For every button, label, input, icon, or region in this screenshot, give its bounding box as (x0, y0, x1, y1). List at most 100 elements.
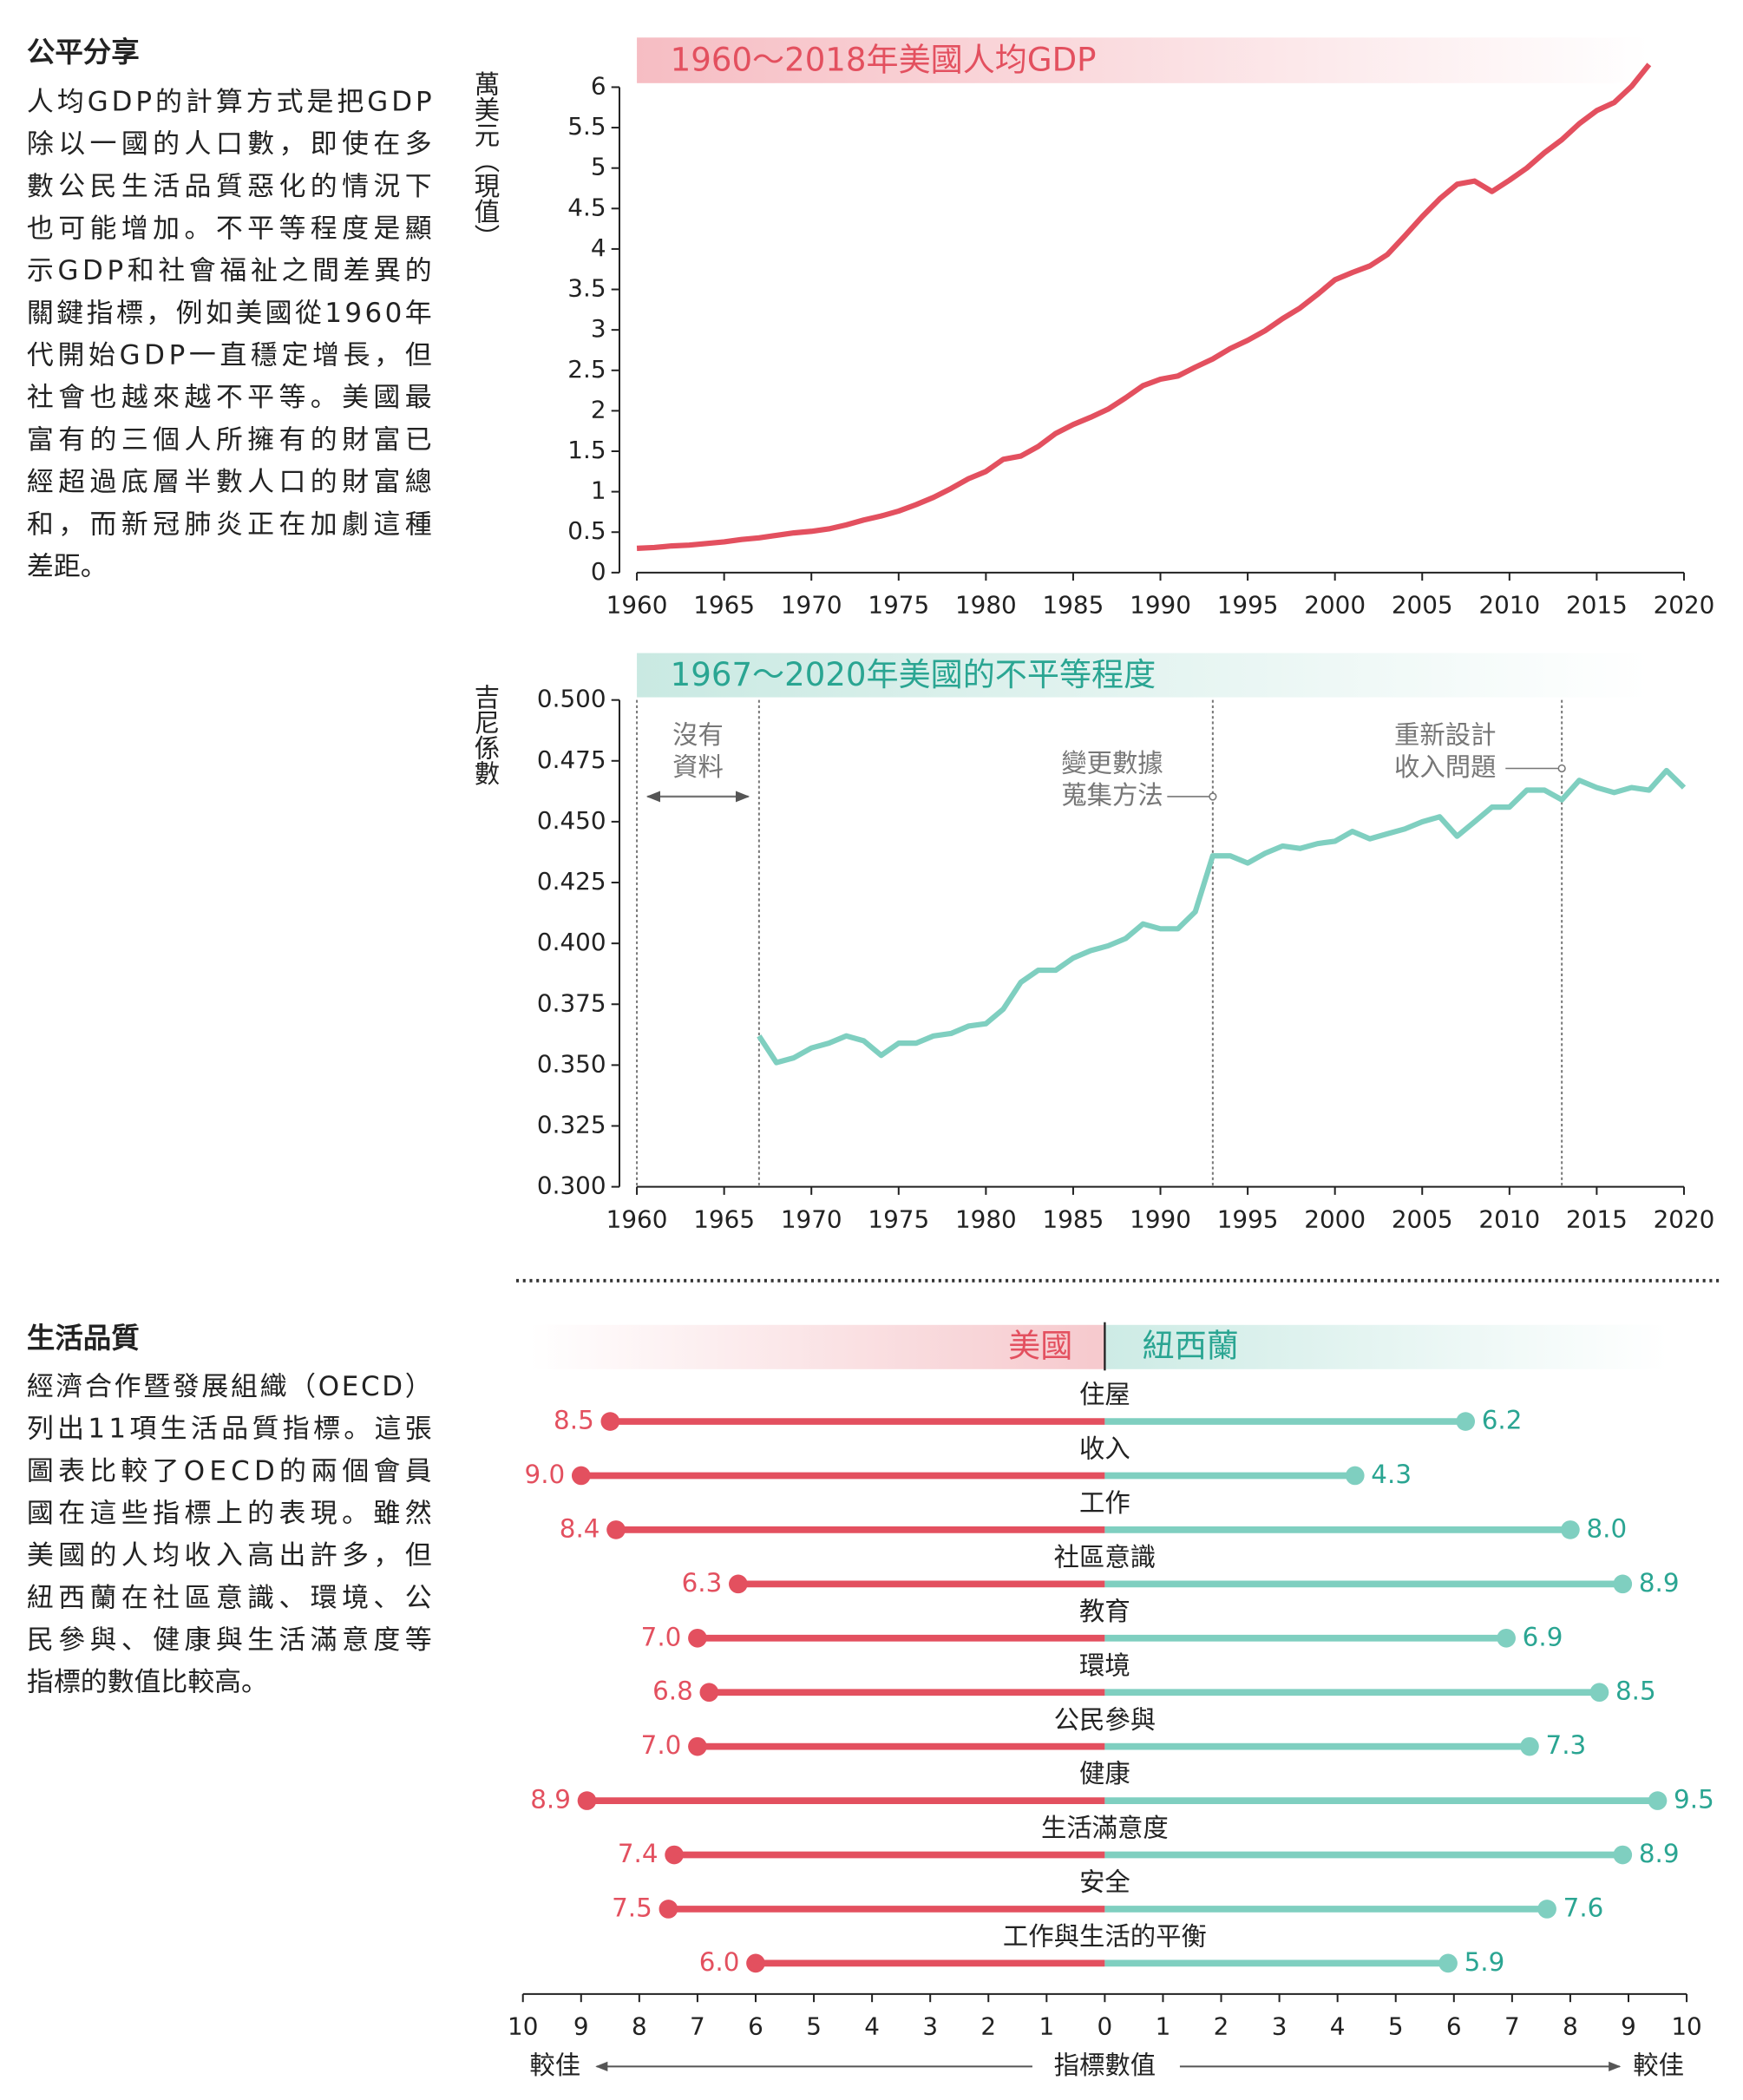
body-line: 指標的數值比較高。 (27, 1667, 268, 1698)
y-tick-label: 3.5 (567, 274, 606, 303)
category-label: 收入 (1079, 1434, 1130, 1464)
body-line: 也可能增加。不平等程度是顯 (27, 213, 432, 245)
y-axis-label: 吉尼係數 (470, 684, 500, 786)
legend-label: 美國 (1008, 1328, 1072, 1365)
x-tick-label: 9 (573, 2012, 589, 2041)
x-tick-label: 2020 (1654, 590, 1715, 619)
x-tick-label: 2005 (1392, 590, 1453, 619)
legend-label: 紐西蘭 (1143, 1328, 1239, 1365)
dumbbell-dot (1497, 1628, 1516, 1648)
category-label: 住屋 (1079, 1380, 1130, 1409)
y-tick-label: 5 (591, 153, 606, 181)
x-tick-label: 1975 (868, 1204, 929, 1233)
value-label: 4.3 (1371, 1460, 1412, 1489)
x-tick-label: 3 (1272, 2012, 1288, 2041)
title-band (637, 653, 1649, 698)
y-tick-label: 0 (591, 557, 606, 586)
section-title: 生活品質 (27, 1322, 140, 1355)
x-tick-label: 0 (1098, 2012, 1113, 2041)
x-tick-label: 1960 (606, 590, 668, 619)
leader-dot (1209, 792, 1217, 801)
y-tick-label: 2 (591, 395, 606, 423)
dumbbell-dot (688, 1736, 707, 1756)
y-tick-label: 3 (591, 314, 606, 343)
line (636, 62, 1652, 551)
x-tick-label: 8 (632, 2012, 647, 2041)
x-tick-label: 1965 (693, 1204, 755, 1233)
x-tick-label: 7 (1504, 2012, 1520, 2041)
x-tick-label: 2000 (1304, 590, 1366, 619)
dumbbell-dot (1561, 1520, 1580, 1539)
x-tick-label: 6 (1446, 2012, 1462, 2041)
value-label: 9.5 (1674, 1785, 1714, 1815)
better-label: 較佳 (529, 2051, 580, 2080)
body-line: 差距。 (27, 551, 108, 582)
x-tick-label: 1 (1156, 2012, 1171, 2041)
x-tick-label: 2005 (1392, 1204, 1453, 1233)
category-label: 公民參與 (1054, 1705, 1156, 1735)
dumbbell-dot (577, 1791, 597, 1810)
value-label: 5.9 (1465, 1947, 1505, 1977)
annotation: 資料 (672, 752, 724, 782)
dumbbell-dot (1648, 1791, 1668, 1810)
body-line: 人均GDP的計算方式是把GDP (27, 86, 432, 117)
annotation: 收入問題 (1394, 752, 1496, 782)
x-tick-label: 1990 (1130, 590, 1191, 619)
body-line: 除以一國的人口數，即使在多 (27, 128, 432, 160)
body-line: 代開始GDP一直穩定增長，但 (27, 340, 432, 371)
y-tick-label: 0.375 (537, 988, 606, 1017)
value-label: 7.0 (641, 1730, 682, 1760)
body-line: 民參與、健康與生活滿意度等 (27, 1624, 432, 1656)
value-label: 7.5 (612, 1893, 652, 1922)
line (757, 767, 1687, 1066)
annotation: 沒有 (672, 720, 724, 750)
body-line: 經超過底層半數人口的財富總 (27, 467, 432, 498)
body-line: 關鍵指標，例如美國從1960年 (27, 298, 432, 329)
y-tick-label: 4 (591, 233, 606, 262)
x-axis-label: 指標數值 (1054, 2051, 1156, 2080)
y-tick-label: 0.400 (537, 928, 606, 956)
x-tick-label: 9 (1621, 2012, 1636, 2041)
x-tick-label: 2015 (1566, 1204, 1628, 1233)
value-label: 6.9 (1523, 1622, 1563, 1651)
value-label: 8.9 (1639, 1568, 1680, 1598)
leader-dot (1557, 764, 1566, 773)
x-tick-label: 1995 (1217, 1204, 1279, 1233)
value-label: 7.0 (641, 1622, 682, 1651)
y-tick-label: 0.425 (537, 867, 606, 896)
value-label: 8.9 (1639, 1839, 1680, 1868)
dumbbell-dot (746, 1953, 765, 1973)
y-tick-label: 0.475 (537, 745, 606, 774)
dumbbell-dot (600, 1412, 620, 1431)
y-tick-label: 0.450 (537, 806, 606, 835)
dumbbell-dot (571, 1466, 591, 1486)
value-label: 8.5 (554, 1406, 594, 1435)
value-label: 8.5 (1615, 1677, 1656, 1706)
y-axis-label: 萬美元（現值） (470, 71, 500, 250)
category-label: 教育 (1079, 1597, 1130, 1626)
body-line: 圖表比較了OECD的兩個會員 (27, 1455, 432, 1486)
x-tick-label: 5 (806, 2012, 822, 2041)
x-tick-label: 2000 (1304, 1204, 1366, 1233)
value-label: 6.3 (682, 1568, 723, 1598)
dumbbell-dot (1537, 1900, 1556, 1919)
body-line: 國在這些指標上的表現。雖然 (27, 1498, 432, 1529)
x-tick-label: 2 (980, 2012, 996, 2041)
dumbbell-dot (665, 1845, 684, 1865)
x-tick-label: 10 (1671, 2012, 1701, 2041)
header-band (529, 1324, 1105, 1369)
dumbbell-dot (699, 1683, 719, 1703)
body-line: 經濟合作暨發展組織（OECD） (27, 1371, 432, 1402)
x-tick-label: 1980 (955, 1204, 1017, 1233)
dumbbell-dot (1613, 1845, 1633, 1865)
x-tick-label: 2 (1214, 2012, 1229, 2041)
y-tick-label: 4.5 (567, 193, 606, 221)
category-label: 工作與生活的平衡 (1003, 1922, 1207, 1952)
section-title: 公平分享 (27, 36, 140, 69)
x-tick-label: 2015 (1566, 590, 1628, 619)
category-label: 環境 (1079, 1650, 1130, 1680)
y-tick-label: 5.5 (567, 112, 606, 141)
body-line: 美國的人均收入高出許多，但 (27, 1540, 432, 1572)
dumbbell-dot (1456, 1412, 1476, 1431)
